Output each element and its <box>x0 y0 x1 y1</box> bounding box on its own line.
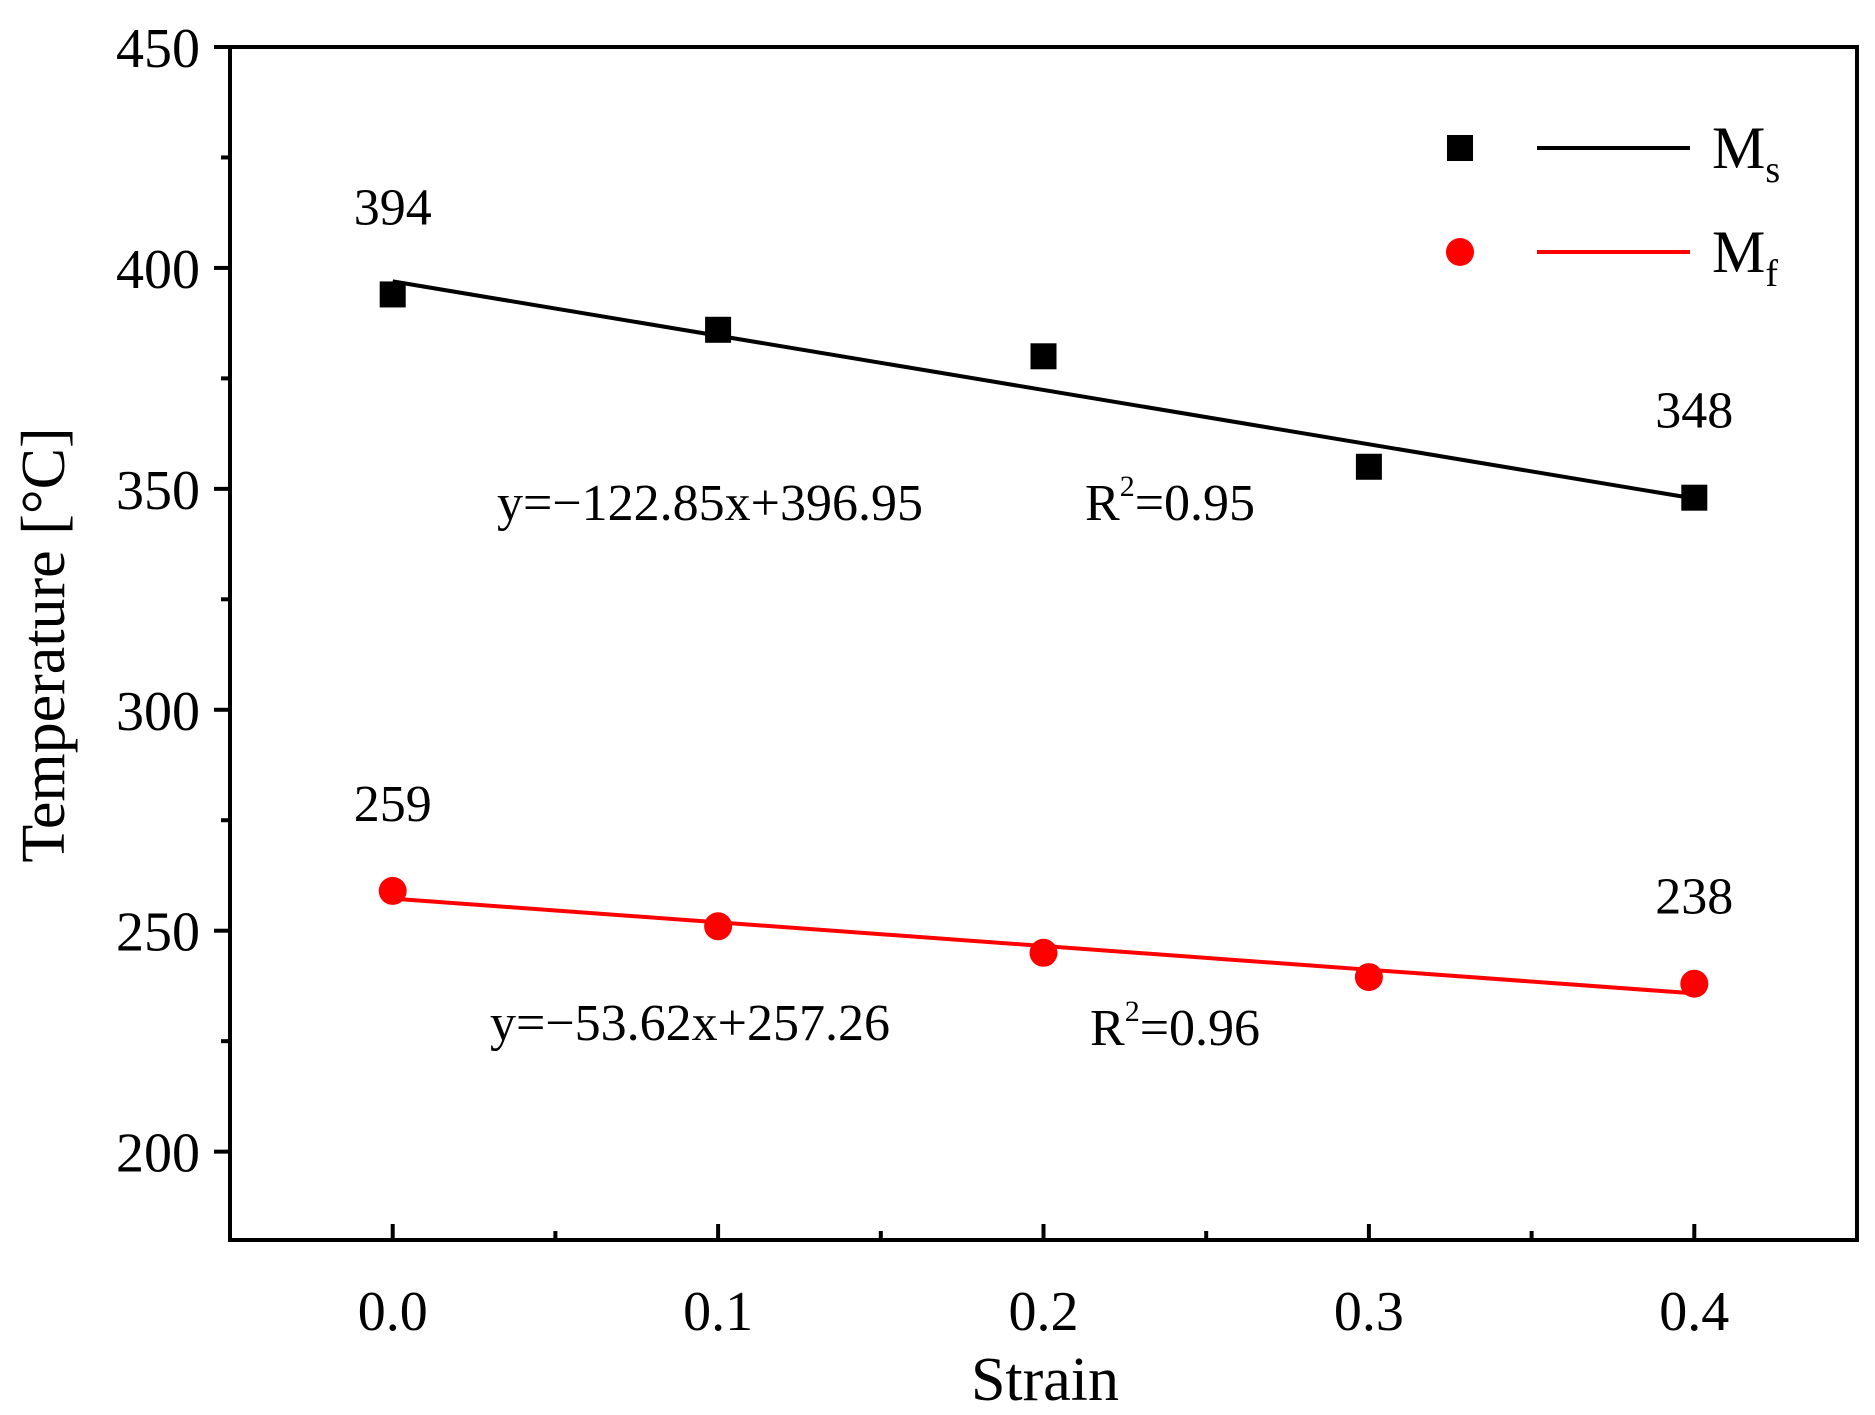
y-axis-label: Temperature [°C] <box>10 427 78 862</box>
mf-r2-letter: R <box>1090 1000 1125 1057</box>
chart-background <box>0 0 1875 1415</box>
ms-fit-equation: y=−122.85x+396.95 <box>497 475 923 532</box>
ms-r2-letter: R <box>1085 475 1120 532</box>
chart: 0.0 0.1 0.2 0.3 0.4 200 250 300 350 400 450 394 348… <box>0 0 1875 1415</box>
mf-fit-equation: y=−53.62x+257.26 <box>490 995 890 1052</box>
ms-fit-r2: R2=0.95 <box>1085 470 1255 532</box>
mf-fit-r2: R2=0.96 <box>1090 995 1260 1057</box>
legend-ms-marker <box>1447 135 1473 161</box>
x-tick-label: 0.1 <box>683 1281 753 1343</box>
x-tick-label: 0.0 <box>358 1281 428 1343</box>
ms-data-point <box>380 281 406 307</box>
ms-data-point <box>1031 343 1057 369</box>
mf-data-point <box>1030 939 1058 967</box>
y-tick-label: 250 <box>116 902 200 964</box>
ms-data-label: 348 <box>1655 383 1733 440</box>
ms-data-point <box>1356 454 1382 480</box>
x-tick-label: 0.4 <box>1659 1281 1729 1343</box>
y-tick-label: 300 <box>116 681 200 743</box>
legend-mf-subscript: f <box>1765 253 1778 295</box>
mf-r2-superscript: 2 <box>1125 995 1140 1028</box>
y-tick-label: 200 <box>116 1123 200 1185</box>
legend-mf-marker <box>1446 238 1474 266</box>
x-axis-label: Strain <box>971 1346 1119 1414</box>
mf-r2-value: =0.96 <box>1140 1000 1260 1057</box>
ms-data-label: 394 <box>354 179 432 236</box>
mf-data-label: 259 <box>354 776 432 833</box>
ms-r2-superscript: 2 <box>1120 470 1135 503</box>
mf-data-point <box>1680 970 1708 998</box>
legend-mf-main: M <box>1712 219 1765 285</box>
y-tick-label: 400 <box>116 239 200 301</box>
mf-data-point <box>1355 963 1383 991</box>
y-tick-label: 350 <box>116 460 200 522</box>
mf-data-point <box>704 912 732 940</box>
x-tick-label: 0.3 <box>1334 1281 1404 1343</box>
x-tick-label: 0.2 <box>1009 1281 1079 1343</box>
legend-ms-main: M <box>1712 115 1765 181</box>
mf-data-label: 238 <box>1655 869 1733 926</box>
ms-data-point <box>1681 485 1707 511</box>
ms-r2-value: =0.95 <box>1135 475 1255 532</box>
y-tick-label: 450 <box>116 18 200 80</box>
legend-ms-subscript: s <box>1765 149 1780 191</box>
ms-data-point <box>705 317 731 343</box>
mf-data-point <box>379 877 407 905</box>
